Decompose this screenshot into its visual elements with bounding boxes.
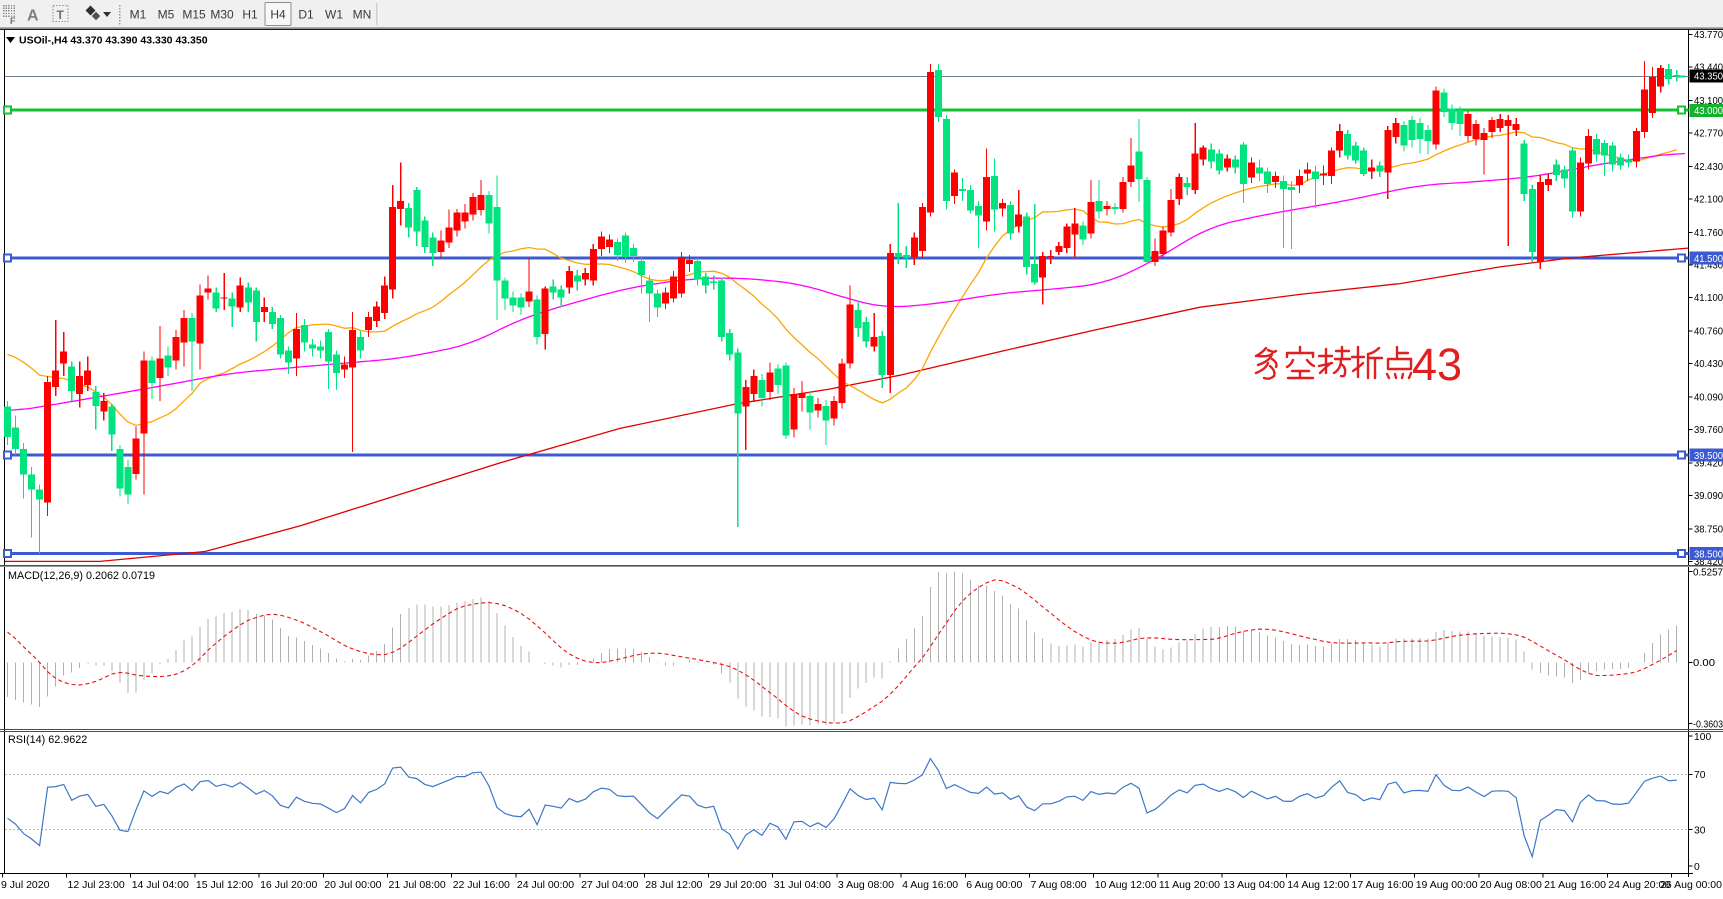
- svg-text:41.500: 41.500: [1694, 254, 1723, 265]
- svg-text:42.770: 42.770: [1694, 129, 1723, 140]
- svg-text:3 Aug 08:00: 3 Aug 08:00: [838, 879, 894, 891]
- svg-text:21 Aug 16:00: 21 Aug 16:00: [1544, 879, 1606, 891]
- svg-text:14 Jul 04:00: 14 Jul 04:00: [132, 879, 189, 891]
- svg-text:31 Jul 04:00: 31 Jul 04:00: [774, 879, 831, 891]
- svg-text:16 Jul 20:00: 16 Jul 20:00: [260, 879, 317, 891]
- svg-text:40.760: 40.760: [1694, 327, 1723, 338]
- svg-text:19 Aug 00:00: 19 Aug 00:00: [1416, 879, 1478, 891]
- svg-text:14 Aug 12:00: 14 Aug 12:00: [1287, 879, 1349, 891]
- svg-text:43: 43: [1412, 339, 1462, 390]
- svg-text:70: 70: [1694, 770, 1706, 781]
- svg-text:43.000: 43.000: [1694, 106, 1723, 117]
- svg-text:43.350: 43.350: [1694, 72, 1723, 83]
- svg-text:13 Aug 04:00: 13 Aug 04:00: [1223, 879, 1285, 891]
- svg-text:40.090: 40.090: [1694, 393, 1723, 404]
- svg-text:30: 30: [1694, 825, 1706, 836]
- svg-text:28 Jul 12:00: 28 Jul 12:00: [645, 879, 702, 891]
- svg-text:12 Jul 23:00: 12 Jul 23:00: [68, 879, 125, 891]
- svg-text:17 Aug 16:00: 17 Aug 16:00: [1352, 879, 1414, 891]
- svg-text:15 Jul 12:00: 15 Jul 12:00: [196, 879, 253, 891]
- svg-text:39.500: 39.500: [1694, 451, 1723, 462]
- svg-text:43.770: 43.770: [1694, 30, 1723, 41]
- svg-text:40.430: 40.430: [1694, 359, 1723, 370]
- svg-text:W1: W1: [325, 8, 343, 22]
- svg-text:0.5257: 0.5257: [1693, 567, 1723, 578]
- svg-text:MN: MN: [353, 8, 372, 22]
- svg-text:29 Jul 20:00: 29 Jul 20:00: [710, 879, 767, 891]
- svg-text:M15: M15: [182, 8, 206, 22]
- svg-text:M5: M5: [158, 8, 175, 22]
- svg-text:100: 100: [1694, 732, 1711, 743]
- svg-text:H4: H4: [270, 8, 286, 22]
- svg-text:41.760: 41.760: [1694, 228, 1723, 239]
- svg-text:20 Aug 08:00: 20 Aug 08:00: [1480, 879, 1542, 891]
- svg-text:H1: H1: [242, 8, 258, 22]
- svg-text:0: 0: [1694, 862, 1700, 873]
- svg-text:10 Aug 12:00: 10 Aug 12:00: [1095, 879, 1157, 891]
- svg-text:26 Aug 00:00: 26 Aug 00:00: [1660, 879, 1722, 891]
- svg-text:24 Jul 00:00: 24 Jul 00:00: [517, 879, 574, 891]
- svg-text:11 Aug 20:00: 11 Aug 20:00: [1159, 879, 1220, 891]
- svg-text:6 Aug 00:00: 6 Aug 00:00: [966, 879, 1022, 891]
- svg-text:MACD(12,26,9) 0.2062 0.0719: MACD(12,26,9) 0.2062 0.0719: [8, 570, 155, 582]
- svg-text:42.100: 42.100: [1694, 195, 1723, 206]
- svg-text:42.430: 42.430: [1694, 162, 1723, 173]
- svg-text:D1: D1: [298, 8, 314, 22]
- svg-text:9 Jul 2020: 9 Jul 2020: [1, 879, 50, 891]
- svg-text:A: A: [27, 8, 39, 25]
- svg-text:39.760: 39.760: [1694, 425, 1723, 436]
- svg-text:RSI(14) 62.9622: RSI(14) 62.9622: [8, 734, 87, 746]
- svg-text:M1: M1: [130, 8, 147, 22]
- svg-text:7 Aug 08:00: 7 Aug 08:00: [1031, 879, 1087, 891]
- svg-text:T: T: [57, 8, 65, 22]
- svg-text:22 Jul 16:00: 22 Jul 16:00: [453, 879, 510, 891]
- svg-text:39.090: 39.090: [1694, 491, 1723, 502]
- svg-text:4 Aug 16:00: 4 Aug 16:00: [902, 879, 958, 891]
- svg-text:0.00: 0.00: [1693, 658, 1715, 669]
- svg-text:27 Jul 04:00: 27 Jul 04:00: [581, 879, 638, 891]
- svg-text:F: F: [10, 16, 16, 26]
- svg-text:20 Jul 00:00: 20 Jul 00:00: [324, 879, 381, 891]
- svg-text:38.500: 38.500: [1694, 549, 1723, 560]
- svg-text:USOil-,H4 43.370 43.390 43.33: USOil-,H4 43.370 43.390 43.330 43.350: [19, 35, 208, 47]
- svg-text:M30: M30: [210, 8, 234, 22]
- svg-text:21 Jul 08:00: 21 Jul 08:00: [389, 879, 446, 891]
- svg-text:-0.3603: -0.3603: [1693, 719, 1723, 730]
- svg-text:38.750: 38.750: [1694, 525, 1723, 536]
- svg-text:41.100: 41.100: [1694, 293, 1723, 304]
